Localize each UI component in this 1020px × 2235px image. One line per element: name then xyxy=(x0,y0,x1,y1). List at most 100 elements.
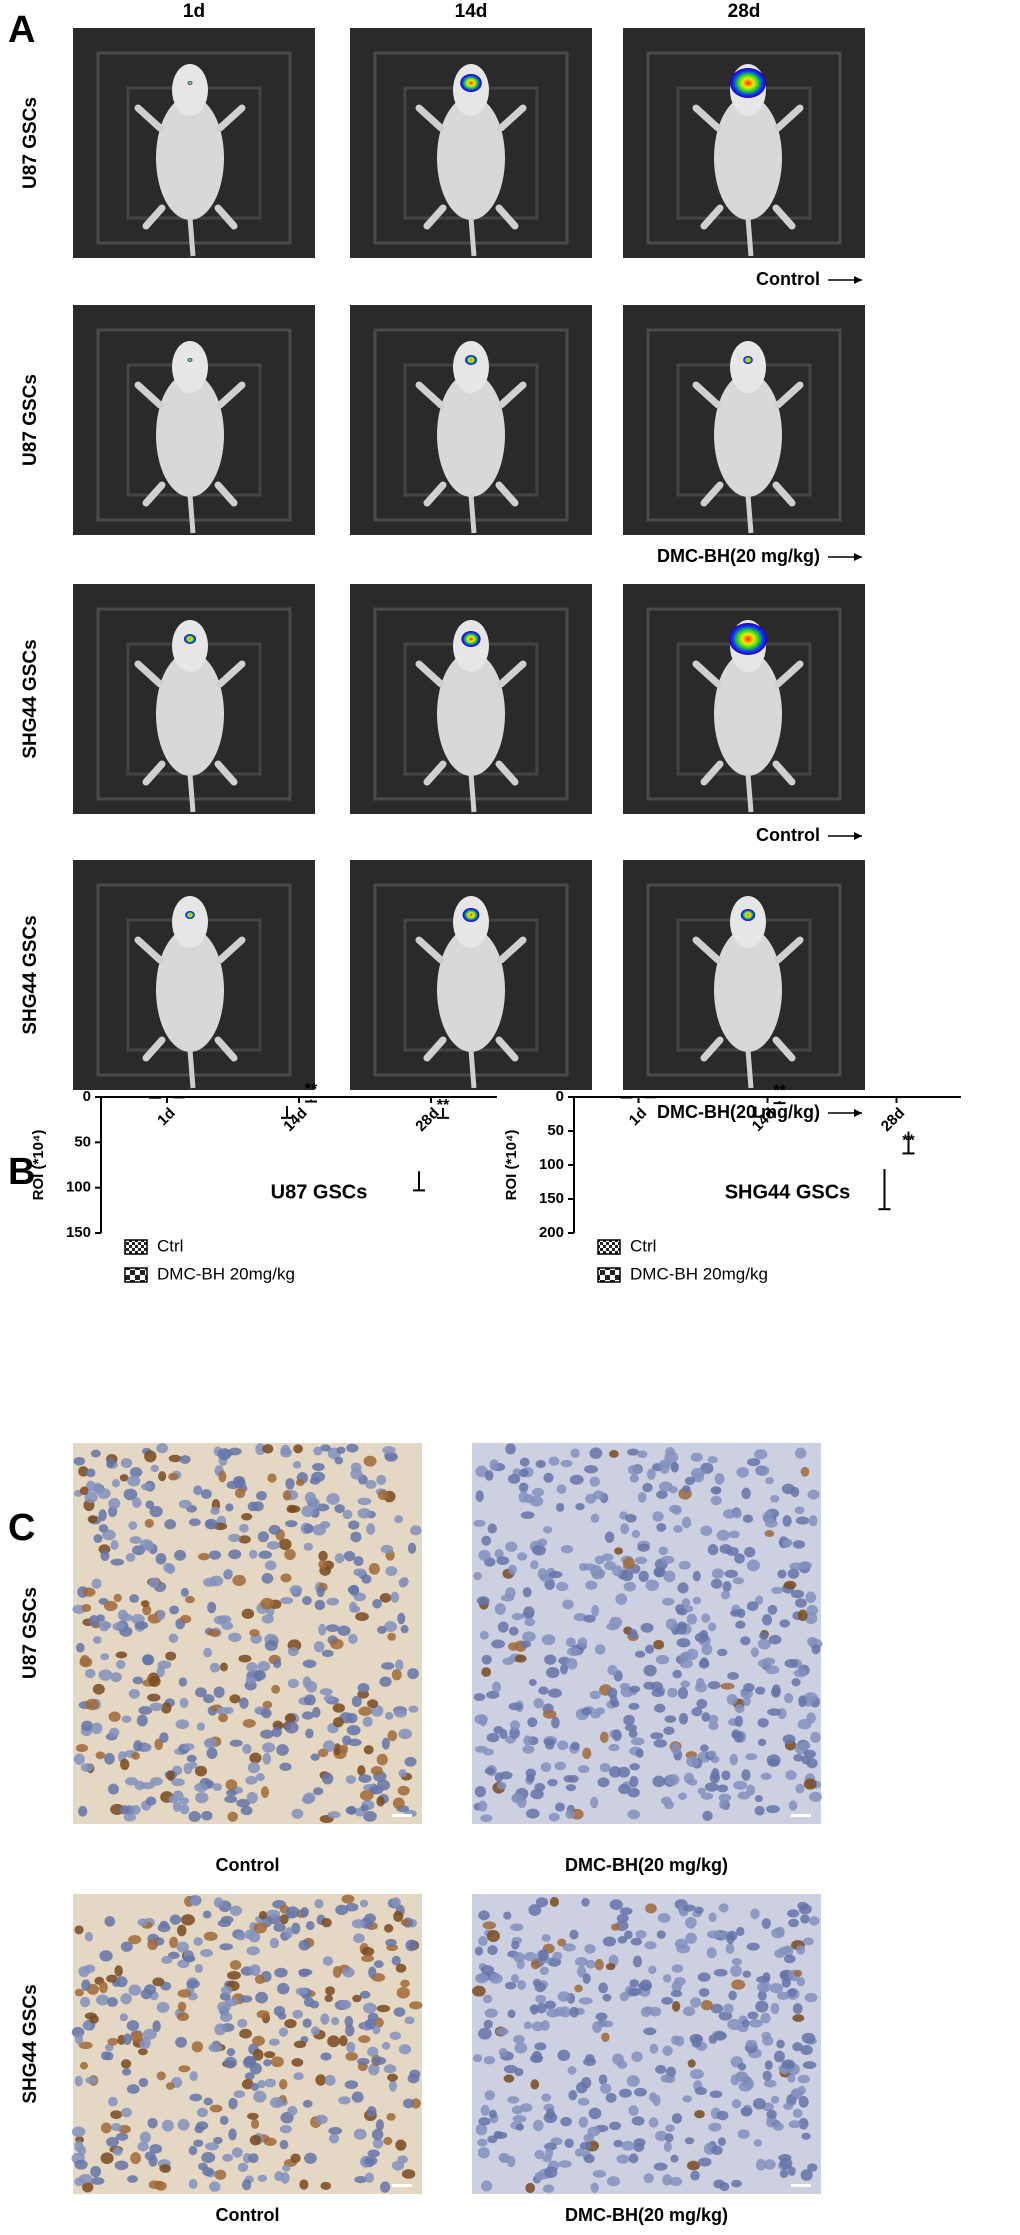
nucleus xyxy=(210,1506,220,1515)
nucleus xyxy=(249,2134,262,2146)
nucleus xyxy=(120,1941,133,1952)
nucleus xyxy=(518,1491,529,1503)
nucleus xyxy=(632,1955,643,1968)
nucleus xyxy=(621,2140,635,2151)
nucleus xyxy=(198,1552,210,1561)
nucleus xyxy=(161,1702,172,1714)
nucleus xyxy=(305,1920,315,1931)
mouse-limb xyxy=(495,1036,519,1062)
nucleus xyxy=(708,1721,719,1731)
nucleus xyxy=(690,2170,700,2181)
nucleus xyxy=(483,2019,493,2029)
image-caption: Control xyxy=(216,1855,280,1875)
nucleus xyxy=(197,2107,208,2118)
nucleus xyxy=(589,1690,601,1700)
nucleus xyxy=(597,1777,610,1788)
nucleus xyxy=(629,1474,639,1483)
nucleus xyxy=(395,2139,407,2151)
nucleus xyxy=(708,2122,722,2132)
nucleus xyxy=(486,1930,500,1942)
nucleus xyxy=(546,1667,560,1679)
nucleus xyxy=(530,2079,540,2090)
nucleus xyxy=(724,1569,739,1578)
nucleus xyxy=(115,1651,128,1659)
nucleus xyxy=(397,1785,410,1796)
nucleus xyxy=(354,2176,368,2184)
nucleus xyxy=(659,1481,673,1492)
nucleus xyxy=(114,2160,129,2171)
nucleus xyxy=(755,2000,769,2013)
nucleus xyxy=(108,2096,118,2107)
nucleus xyxy=(284,2018,297,2029)
nucleus xyxy=(339,2035,348,2047)
nucleus xyxy=(737,2129,750,2139)
nucleus xyxy=(738,2081,752,2092)
nucleus xyxy=(119,1474,129,1482)
nucleus xyxy=(713,2179,725,2189)
nucleus xyxy=(404,1756,417,1767)
arrow-head xyxy=(854,832,862,840)
nucleus xyxy=(357,1497,372,1506)
nucleus xyxy=(361,1954,375,1963)
nucleus xyxy=(608,1743,620,1752)
nucleus xyxy=(516,1959,525,1970)
nucleus xyxy=(670,1990,683,1998)
nucleus xyxy=(136,1714,148,1727)
nucleus xyxy=(262,1444,274,1454)
nucleus xyxy=(171,1778,185,1787)
nucleus xyxy=(346,1724,361,1736)
nucleus xyxy=(474,1946,484,1956)
nucleus xyxy=(81,1720,94,1732)
nucleus xyxy=(764,1529,775,1538)
nucleus xyxy=(138,1705,153,1715)
nucleus xyxy=(254,1974,266,1984)
nucleus xyxy=(726,1932,735,1944)
significance: ** xyxy=(437,1097,450,1114)
nucleus xyxy=(800,1466,810,1477)
mouse-limb xyxy=(772,1036,796,1062)
nucleus xyxy=(585,1580,598,1590)
nucleus xyxy=(517,1980,527,1990)
nucleus xyxy=(637,1543,650,1552)
nucleus xyxy=(247,2112,259,2120)
nucleus xyxy=(686,1755,699,1768)
nucleus xyxy=(671,2000,681,2012)
legend-label: Ctrl xyxy=(157,1236,183,1255)
nucleus xyxy=(592,2021,602,2034)
nucleus xyxy=(351,1695,362,1708)
nucleus xyxy=(742,1970,752,1978)
nucleus xyxy=(611,1699,620,1708)
nucleus xyxy=(407,1668,419,1680)
nucleus xyxy=(115,1659,126,1669)
nucleus xyxy=(529,2054,544,2064)
nucleus xyxy=(301,1711,314,1720)
nucleus xyxy=(106,2136,119,2148)
nucleus xyxy=(130,2152,141,2165)
nucleus xyxy=(316,1586,325,1598)
nucleus xyxy=(602,1936,617,1947)
nucleus xyxy=(548,1456,560,1466)
nucleus xyxy=(660,1555,675,1564)
nucleus xyxy=(578,1997,593,2005)
nucleus xyxy=(129,1594,139,1603)
nucleus xyxy=(801,2132,811,2140)
mouse-limb xyxy=(216,381,246,409)
nucleus xyxy=(783,1580,797,1590)
luminescence xyxy=(730,68,766,98)
nucleus xyxy=(570,1448,580,1458)
nucleus xyxy=(237,2018,248,2028)
nucleus xyxy=(535,1897,549,1908)
nucleus xyxy=(201,2151,216,2164)
luminescence xyxy=(460,74,482,92)
column-label: 14d xyxy=(455,1,488,22)
nucleus xyxy=(228,2128,237,2141)
panel-label: B xyxy=(8,1151,35,1193)
nucleus xyxy=(650,1681,663,1692)
nucleus xyxy=(593,1568,606,1578)
nucleus xyxy=(776,2039,785,2049)
nucleus xyxy=(557,2049,571,2062)
nucleus xyxy=(627,1464,642,1475)
nucleus xyxy=(508,1702,523,1711)
nucleus xyxy=(95,1751,106,1760)
mouse-head xyxy=(172,620,208,672)
